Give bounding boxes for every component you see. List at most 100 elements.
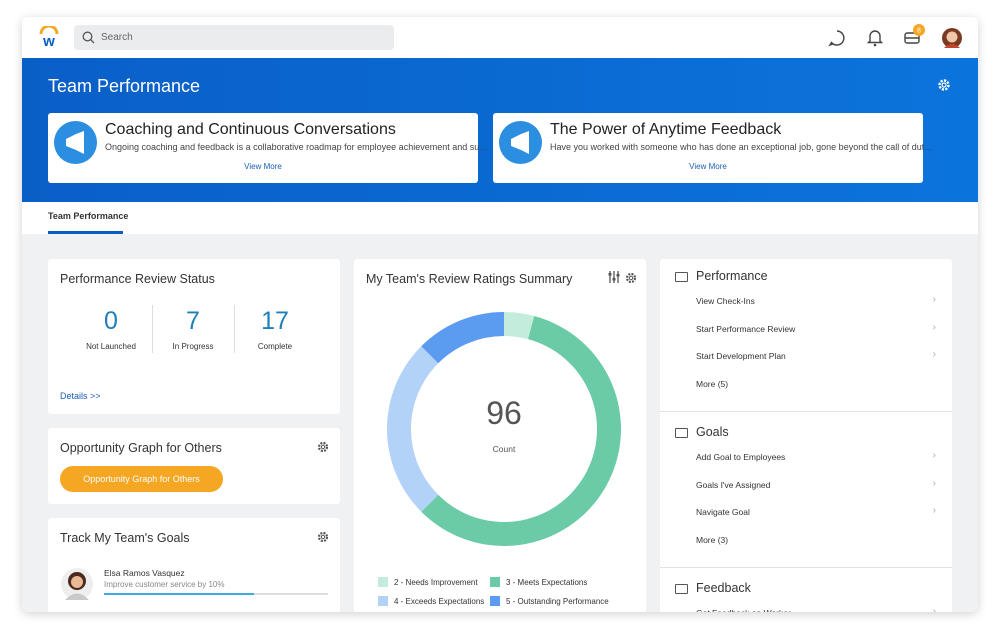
divider xyxy=(660,411,952,412)
chart-title: My Team's Review Ratings Summary xyxy=(366,272,573,286)
app-window: w Search 8 Team Performance Coaching and… xyxy=(22,17,978,612)
chevron: › xyxy=(932,321,936,333)
legend-label: 5 - Outstanding Performance xyxy=(506,597,609,606)
chat-icon[interactable] xyxy=(828,29,846,47)
stat: 0 Not Launched xyxy=(71,307,151,351)
card-settings[interactable] xyxy=(624,271,638,285)
legend-swatch xyxy=(378,596,388,606)
menu-item[interactable]: Start Development Plan xyxy=(696,351,786,361)
banner: Team Performance Coaching and Continuous… xyxy=(22,58,978,202)
inbox-badge: 8 xyxy=(917,27,921,34)
person-avatar xyxy=(61,568,93,600)
opportunity-button[interactable]: Opportunity Graph for Others xyxy=(60,466,223,492)
menu-item[interactable]: Goals I've Assigned xyxy=(696,479,771,490)
legend-swatch xyxy=(378,577,388,587)
details-link[interactable]: Details >> xyxy=(60,391,101,401)
menu-icon xyxy=(675,584,688,594)
megaphone-icon xyxy=(54,121,97,164)
menu-item[interactable]: Navigate Goal xyxy=(696,507,750,517)
announcement-text: Have you worked with someone who has don… xyxy=(550,142,932,152)
menu-item[interactable]: More (5) xyxy=(696,378,729,389)
user-avatar[interactable] xyxy=(941,25,963,51)
menu-item[interactable]: Start Performance Review xyxy=(696,323,796,334)
inbox-icon[interactable]: 8 xyxy=(903,23,929,47)
legend-label: 3 - Meets Expectations xyxy=(506,578,588,587)
menu-heading: Performance xyxy=(696,269,768,283)
legend-swatch xyxy=(490,577,500,587)
chevron: › xyxy=(932,294,936,305)
total-label: Count xyxy=(493,444,516,454)
legend-item: 3 - Meets Expectations xyxy=(490,577,587,587)
bell-icon[interactable] xyxy=(867,29,883,47)
filter-icon[interactable] xyxy=(607,270,621,284)
goal-text: Improve customer service by 10% xyxy=(104,580,225,589)
legend-item: 5 - Outstanding Performance xyxy=(490,596,609,606)
search-icon xyxy=(82,31,95,44)
tab[interactable]: Team Performance xyxy=(48,211,129,221)
menu-item[interactable]: More (3) xyxy=(696,534,729,545)
opportunity-card: Opportunity Graph for Others Opportunity… xyxy=(48,428,340,504)
tab-bar: Team Performance xyxy=(22,202,978,234)
megaphone-icon xyxy=(499,121,542,164)
chevron: › xyxy=(932,606,936,612)
announcement-text: Ongoing coaching and feedback is a colla… xyxy=(105,142,487,152)
stat-label: Complete xyxy=(257,342,293,351)
stat-value: 17 xyxy=(261,307,289,335)
announcement-card: Coaching and Continuous Conversations On… xyxy=(48,113,487,183)
top-bar: w Search 8 xyxy=(22,17,978,58)
donut-segment xyxy=(504,312,535,340)
search-placeholder: Search xyxy=(101,32,133,43)
chevron: › xyxy=(932,450,936,461)
card-title: Opportunity Graph for Others xyxy=(60,441,222,455)
stat-value: 0 xyxy=(104,307,118,335)
stat-value: 7 xyxy=(186,307,200,335)
stat-label: In Progress xyxy=(172,342,214,351)
stat-label: Not Launched xyxy=(86,342,136,351)
progress-track xyxy=(104,593,328,595)
legend-label: 2 - Needs Improvement xyxy=(394,578,478,587)
legend-item: 4 - Exceeds Expectations xyxy=(378,596,484,606)
review-status-card: Performance Review Status 0 Not Launched … xyxy=(48,259,340,414)
menu-heading: Feedback xyxy=(696,581,751,595)
logo: w xyxy=(39,26,59,50)
chevron: › xyxy=(932,477,936,489)
person-name: Elsa Ramos Vasquez xyxy=(104,568,185,578)
logo-text: w xyxy=(42,33,55,50)
card-settings[interactable] xyxy=(316,440,330,454)
menu-card: Performance View Check-Ins › Start Performa… xyxy=(660,259,952,612)
menu-item[interactable]: Get Feedback on Worker xyxy=(696,608,791,612)
card-settings[interactable] xyxy=(316,530,330,544)
legend-swatch xyxy=(490,596,500,606)
menu-icon xyxy=(675,428,688,438)
card-title: Track My Team's Goals xyxy=(60,531,190,545)
announcement-card: The Power of Anytime Feedback Have you w… xyxy=(493,113,932,183)
view-more-link[interactable]: View More xyxy=(244,162,282,171)
announcement-title: The Power of Anytime Feedback xyxy=(550,121,782,138)
total-value: 96 xyxy=(486,395,522,431)
chevron: › xyxy=(932,349,936,360)
separator xyxy=(234,305,235,353)
banner-title: Team Performance xyxy=(48,76,201,96)
tab-indicator xyxy=(48,231,123,234)
progress-bar xyxy=(104,593,255,595)
divider xyxy=(660,567,952,568)
chevron: › xyxy=(932,505,936,516)
view-more-link[interactable]: View More xyxy=(689,162,727,171)
ratings-card: My Team's Review Ratings Summary 96 Coun… xyxy=(354,259,646,612)
menu-item[interactable]: Add Goal to Employees xyxy=(696,452,786,462)
search-box[interactable]: Search xyxy=(74,25,394,50)
donut-segment xyxy=(387,346,439,512)
stat: 7 In Progress xyxy=(153,307,233,351)
menu-icon xyxy=(675,272,688,282)
card-title: Performance Review Status xyxy=(60,272,215,286)
menu-heading: Goals xyxy=(696,425,729,439)
menu-item[interactable]: View Check-Ins xyxy=(696,296,755,306)
stat: 17 Complete xyxy=(235,307,315,351)
banner-settings[interactable] xyxy=(936,77,952,93)
legend-label: 4 - Exceeds Expectations xyxy=(394,597,485,606)
donut-segment xyxy=(421,312,504,364)
donut-chart: 96 Count xyxy=(387,312,621,546)
donut-segment xyxy=(421,315,621,546)
separator xyxy=(152,305,153,353)
